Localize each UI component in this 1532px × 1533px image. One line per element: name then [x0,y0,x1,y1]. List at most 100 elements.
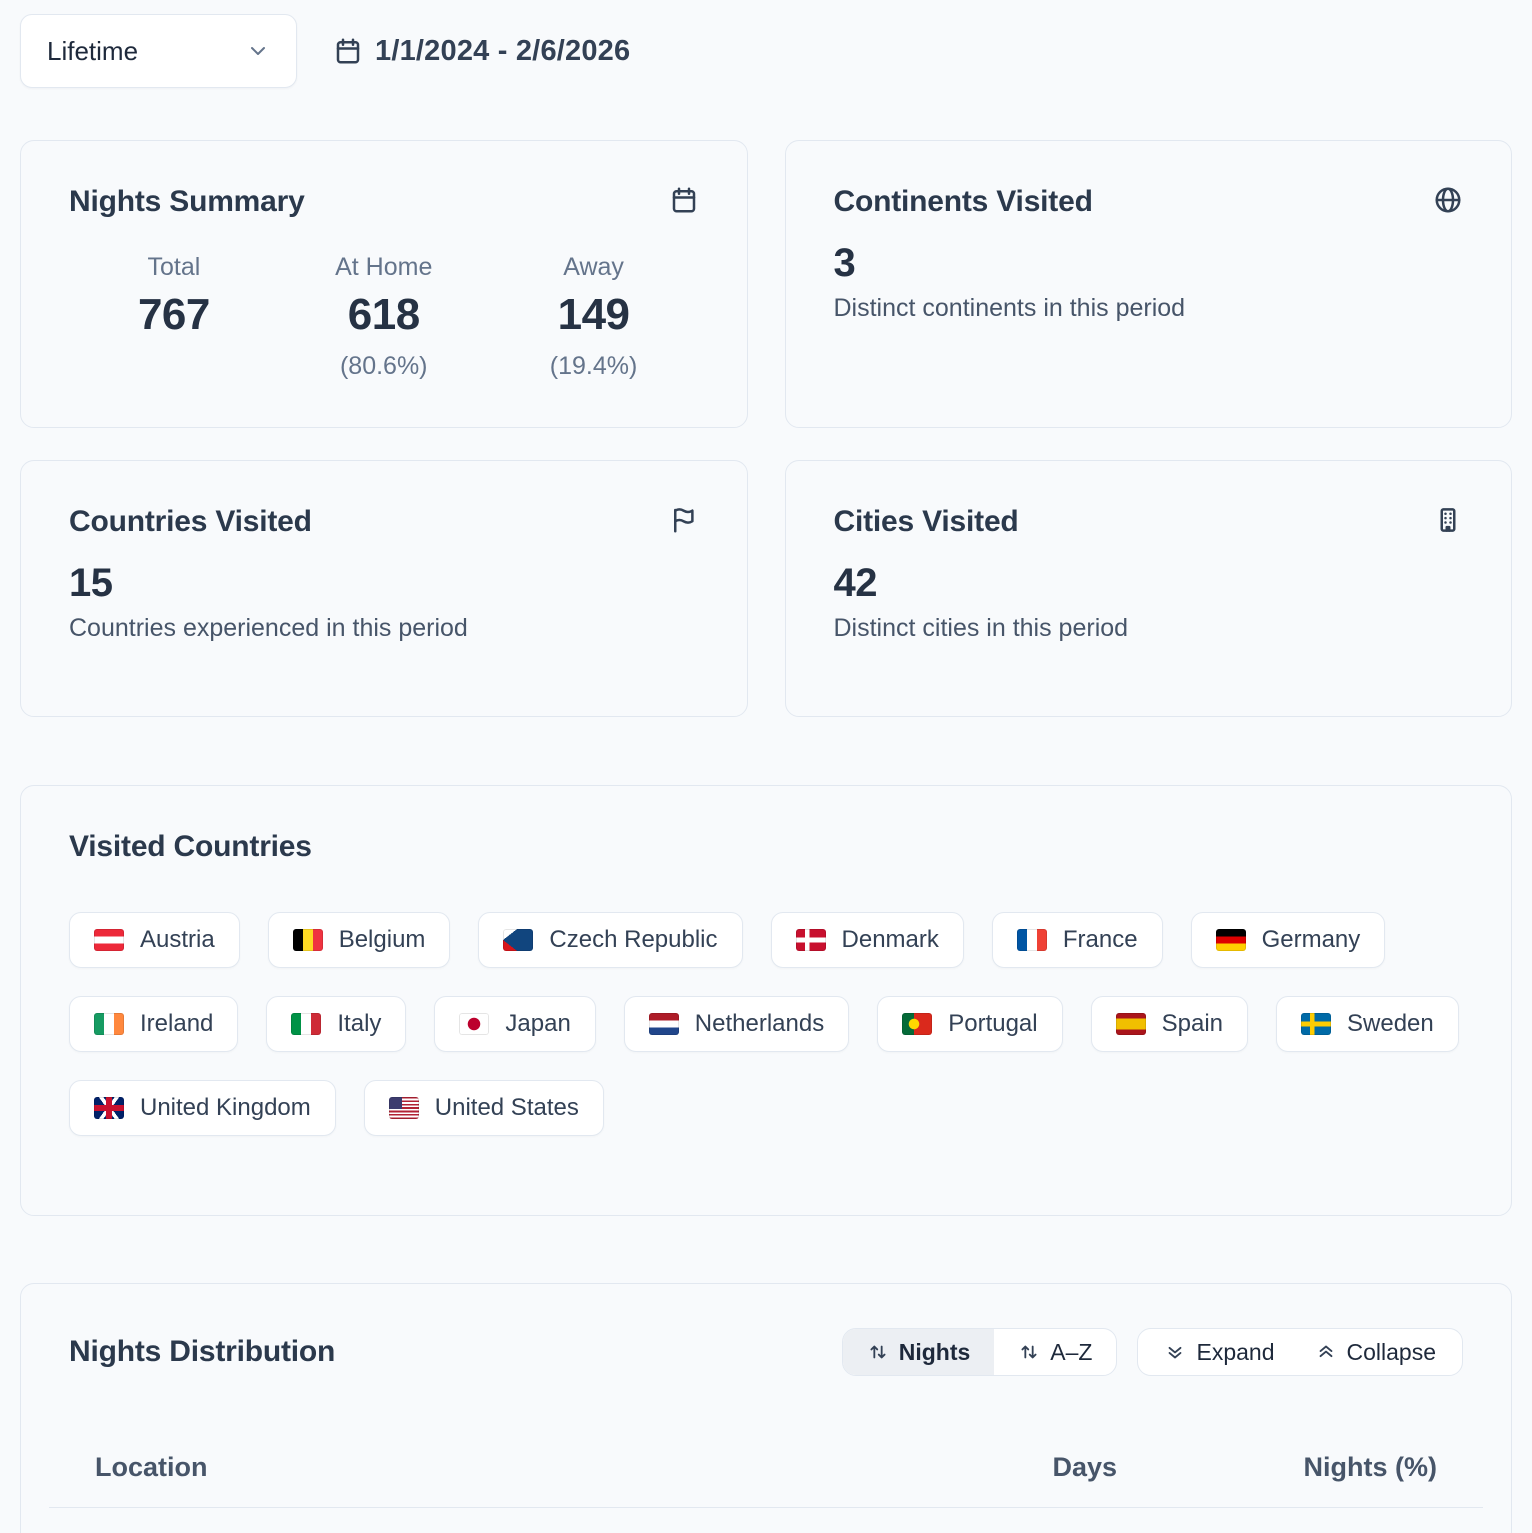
flag-denmark-icon [795,929,826,951]
country-chip-spain[interactable]: Spain [1090,996,1248,1052]
country-chip-label: Germany [1261,926,1361,953]
countries-subtitle: Countries experienced in this period [69,614,468,642]
collapse-all-label: Collapse [1346,1338,1437,1365]
country-chip-france[interactable]: France [991,912,1163,968]
period-bar: Lifetime 1/1/2024 - 2/6/2026 [20,14,1512,88]
flag-united-kingdom-icon [94,1097,124,1119]
chevrons-double-down-icon [1169,1346,1182,1359]
country-chip-united-states[interactable]: United States [363,1080,604,1136]
sort-alphabetical-button[interactable]: A–Z [994,1329,1116,1375]
flag-ireland-icon [94,1013,124,1035]
country-chip-label: United States [434,1094,579,1121]
country-chip-label: France [1062,926,1138,953]
country-chip-italy[interactable]: Italy [266,996,407,1052]
collapse-all-button[interactable]: Collapse [1295,1329,1457,1375]
date-range-text: 1/1/2024 - 2/6/2026 [375,34,631,67]
visited-countries-title: Visited Countries [69,830,312,863]
stat-value: 149 [557,290,630,339]
country-chip-netherlands[interactable]: Netherlands [623,996,850,1052]
sort-toggle-group: Nights A–Z [841,1328,1118,1376]
flag-sweden-icon [1301,1013,1331,1035]
period-selector-dropdown[interactable]: Lifetime [20,14,297,88]
sort-alphabetical-label: A–Z [1050,1338,1093,1365]
sort-arrows-icon [1021,1345,1037,1359]
nights-distribution-title: Nights Distribution [69,1335,336,1368]
stat-label: Total [147,253,201,281]
flag-italy-icon [291,1013,322,1035]
country-chip-label: Denmark [841,926,939,953]
chevron-down-icon [251,47,265,55]
continents-visited-title: Continents Visited [833,185,1093,218]
cities-subtitle: Distinct cities in this period [833,614,1129,642]
cities-count: 42 [833,561,878,605]
country-chip-austria[interactable]: Austria [69,912,240,968]
expand-all-label: Expand [1196,1338,1275,1365]
nights-summary-stats: Total 767 At Home 618 (80.6%) Away 149 (… [69,253,699,382]
country-chip-label: Netherlands [694,1010,825,1037]
country-chip-label: Ireland [140,1010,214,1037]
nights-summary-card: Nights Summary Total 767 At Home 618 (80… [20,140,748,428]
country-chip-belgium[interactable]: Belgium [267,912,451,968]
country-chip-label: Belgium [338,926,426,953]
calendar-icon [672,187,695,213]
building-icon [1440,508,1456,532]
continents-subtitle: Distinct continents in this period [833,294,1186,322]
country-chip-united-kingdom[interactable]: United Kingdom [69,1080,336,1136]
country-chip-label: Japan [505,1010,571,1037]
stat-percent: (80.6%) [339,352,428,380]
column-header-location: Location [95,1452,208,1482]
nights-distribution-card: Nights Distribution Nights A–Z Expan [20,1283,1512,1533]
flag-japan-icon [459,1013,490,1035]
calendar-icon [336,38,360,64]
date-range-display[interactable]: 1/1/2024 - 2/6/2026 [333,35,630,68]
flag-netherlands-icon [648,1013,679,1035]
continents-visited-card: Continents Visited 3 Distinct continents… [784,140,1512,428]
stat-percent: (19.4%) [549,352,638,380]
stat-away: Away 149 (19.4%) [489,253,699,382]
expand-all-button[interactable]: Expand [1144,1329,1294,1375]
country-chip-label: Czech Republic [549,926,718,953]
flag-icon [673,508,694,533]
continents-count: 3 [833,241,856,285]
flag-portugal-icon [902,1013,933,1035]
country-chip-label: Spain [1161,1010,1223,1037]
flag-belgium-icon [292,929,323,951]
country-chip-sweden[interactable]: Sweden [1276,996,1459,1052]
cities-visited-title: Cities Visited [833,505,1019,538]
country-chip-denmark[interactable]: Denmark [770,912,964,968]
sort-arrows-icon [870,1345,886,1359]
country-chip-label: Sweden [1347,1010,1434,1037]
stat-at-home: At Home 618 (80.6%) [279,253,489,382]
flag-austria-icon [94,929,124,951]
chevrons-double-up-icon [1319,1345,1332,1358]
flag-united-states-icon [388,1097,419,1119]
country-chip-label: Austria [140,926,215,953]
stat-label: Away [563,253,624,281]
flag-germany-icon [1215,929,1246,951]
visited-countries-card: Visited Countries Austria Belgium Czech … [20,785,1512,1216]
countries-visited-title: Countries Visited [69,505,312,538]
country-chip-ireland[interactable]: Ireland [69,996,239,1052]
country-chip-label: Portugal [948,1010,1038,1037]
stat-label: At Home [335,253,433,281]
sort-by-nights-button[interactable]: Nights [842,1329,995,1375]
country-chip-label: Italy [337,1010,382,1037]
country-chip-germany[interactable]: Germany [1190,912,1386,968]
stat-value: 767 [137,290,210,339]
country-chip-portugal[interactable]: Portugal [877,996,1063,1052]
country-chip-czech-republic[interactable]: Czech Republic [478,912,743,968]
period-selector-value: Lifetime [47,35,139,66]
country-chip-list: Austria Belgium Czech Republic Denmark F… [69,912,1463,1136]
cities-visited-card: Cities Visited 42 Distinct cities in thi… [784,460,1512,717]
flag-france-icon [1016,929,1047,951]
expand-collapse-group: Expand Collapse [1137,1328,1463,1376]
column-header-nights-percent: Nights (%) [1303,1452,1437,1482]
flag-czech-republic-icon [503,929,534,951]
stat-value: 618 [347,290,420,339]
country-chip-japan[interactable]: Japan [434,996,596,1052]
stat-percent [69,352,279,382]
stat-cards-grid: Nights Summary Total 767 At Home 618 (80… [20,140,1512,717]
flag-spain-icon [1115,1013,1146,1035]
countries-count: 15 [69,561,113,605]
sort-by-nights-label: Nights [898,1338,971,1365]
